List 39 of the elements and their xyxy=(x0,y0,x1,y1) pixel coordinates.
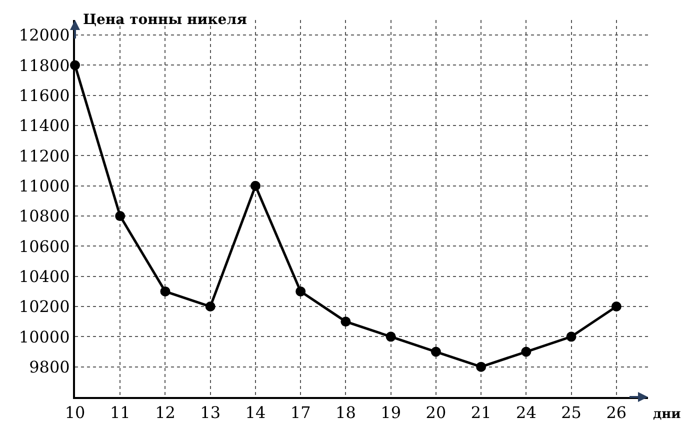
y-tick-label: 11600 xyxy=(18,86,70,105)
x-tick-label: 13 xyxy=(200,403,221,422)
x-tick-label: 21 xyxy=(470,403,492,422)
y-tick-label: 10600 xyxy=(18,236,70,256)
y-tick-label: 10800 xyxy=(18,206,70,226)
y-tick-label: 10000 xyxy=(18,327,70,346)
x-tick-label: 14 xyxy=(245,403,266,422)
x-tick-label: 18 xyxy=(336,403,356,422)
point xyxy=(386,332,396,342)
y-tick-label: 10400 xyxy=(18,266,70,286)
point xyxy=(340,316,351,327)
y-tick-label: 11800 xyxy=(18,56,70,75)
point xyxy=(430,346,441,357)
x-axis-title: дни xyxy=(653,407,682,422)
point xyxy=(611,302,622,312)
point xyxy=(476,362,486,372)
point xyxy=(296,286,306,296)
y-tick-label: 11200 xyxy=(18,146,70,166)
point xyxy=(160,286,170,296)
y-tick-label: 11400 xyxy=(18,116,70,136)
x-tick-label: 10 xyxy=(64,403,86,422)
x-tick-label: 20 xyxy=(426,403,446,422)
point xyxy=(115,211,126,222)
x-tick-label: 17 xyxy=(290,403,311,422)
point xyxy=(250,180,260,191)
y-tick-label: 11000 xyxy=(18,176,70,196)
x-tick-label: 19 xyxy=(380,403,402,422)
y-tick-label: 9800 xyxy=(29,357,70,376)
y-tick-label: 10200 xyxy=(18,297,70,316)
y-axis-title: Цена тонны никеля xyxy=(83,12,247,28)
point xyxy=(205,302,216,312)
x-tick-label: 11 xyxy=(110,403,130,422)
y-tick-label: 12000 xyxy=(18,26,70,45)
point xyxy=(521,346,532,357)
x-tick-label: 25 xyxy=(561,403,582,422)
x-tick-label: 24 xyxy=(516,403,536,422)
x-tick-label: 26 xyxy=(606,403,627,422)
point xyxy=(566,332,576,342)
x-tick-label: 12 xyxy=(155,403,176,422)
